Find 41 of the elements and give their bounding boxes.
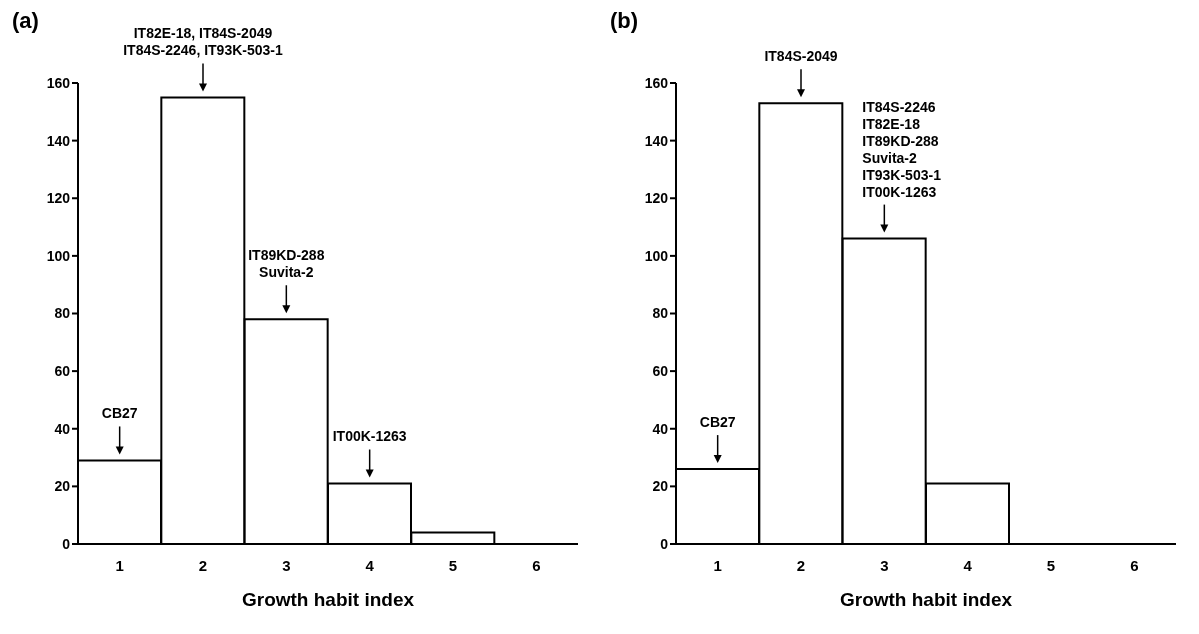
y-tick-label: 40: [54, 420, 71, 437]
annotation: IT00K-1263: [332, 428, 407, 445]
y-tick-label: 140: [46, 132, 71, 149]
annotation: IT84S-2246 IT82E-18 IT89KD-288 Suvita-2 IT93K-503-1 IT00K-1263: [862, 98, 942, 200]
y-tick-label: 40: [652, 420, 669, 437]
y-tick-label: 140: [644, 132, 669, 149]
y-tick-label: 80: [54, 305, 71, 322]
y-tick-label: 160: [644, 74, 669, 91]
y-tick-label: 120: [46, 190, 71, 207]
annotation: IT82E-18, IT84S-2049 IT84S-2246, IT93K-503-1: [123, 25, 283, 59]
x-tick-label: 1: [115, 556, 124, 574]
y-tick-label: 80: [652, 305, 669, 322]
x-axis-title: Growth habit index: [839, 589, 1013, 610]
annotation: CB27: [699, 414, 736, 431]
y-tick-label: 60: [652, 363, 669, 380]
x-tick-label: 1: [713, 556, 722, 574]
y-tick-label: 0: [660, 535, 669, 552]
x-tick-label: 3: [880, 556, 889, 574]
y-tick-label: 100: [46, 247, 71, 264]
y-tick-label: 160: [46, 74, 71, 91]
y-tick-label: 100: [644, 247, 669, 264]
y-tick-label: 0: [62, 535, 71, 552]
x-tick-label: 2: [198, 556, 208, 574]
x-tick-label: 5: [1046, 556, 1056, 574]
x-tick-label: 4: [963, 556, 973, 574]
annotation: CB27: [101, 405, 138, 422]
x-tick-label: 5: [448, 556, 458, 574]
chart-title: (a): [12, 8, 39, 34]
x-tick-label: 4: [365, 556, 375, 574]
chart-title: (b): [610, 8, 639, 34]
x-tick-label: 3: [282, 556, 291, 574]
x-tick-label: 6: [1130, 556, 1139, 574]
x-tick-label: 6: [532, 556, 541, 574]
annotation: IT89KD-288 Suvita-2: [248, 247, 325, 281]
y-tick-label: 20: [652, 478, 669, 495]
x-axis-title: Growth habit index: [241, 589, 415, 610]
annotation: IT84S-2049: [764, 48, 838, 65]
y-tick-label: 120: [644, 190, 669, 207]
y-tick-label: 60: [54, 363, 71, 380]
x-tick-label: 2: [796, 556, 806, 574]
y-tick-label: 20: [54, 478, 71, 495]
